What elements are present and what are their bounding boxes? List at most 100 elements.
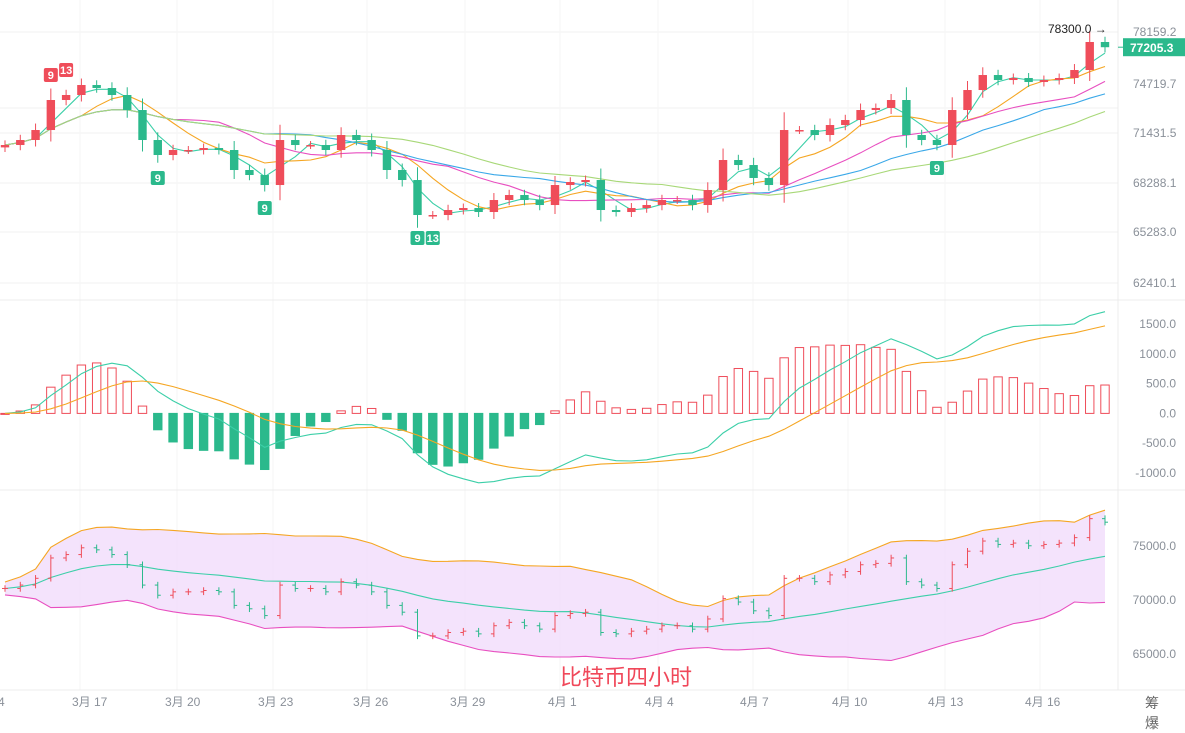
ohlc-bar	[552, 612, 558, 633]
candle-body	[31, 130, 40, 141]
candle	[1054, 73, 1064, 85]
candle	[810, 124, 819, 141]
macd-histogram-bar	[764, 377, 774, 414]
candle-body	[841, 120, 850, 126]
ohlc-bar	[536, 622, 543, 633]
ohlc-bar	[368, 581, 375, 596]
ohlc-bar	[490, 622, 497, 638]
candle-body	[566, 182, 575, 186]
ohlc-bar	[277, 581, 283, 619]
macd-histogram-bar	[641, 407, 652, 414]
ohlc-bar	[414, 608, 421, 640]
candle	[673, 196, 682, 204]
ohlc-bar	[185, 588, 192, 596]
ohlc-bar	[872, 560, 879, 568]
macd-histogram-bar	[855, 344, 866, 414]
date-tick-label: 4月 10	[832, 695, 868, 709]
macd-histogram-bar	[1039, 388, 1049, 414]
candle-body	[46, 100, 56, 131]
macd-tick-label: -500.0	[1142, 436, 1176, 450]
td-marker-label: 13	[427, 233, 439, 245]
macd-histogram-bar	[687, 401, 698, 414]
macd-histogram-bar	[794, 347, 805, 414]
candle-body	[382, 150, 392, 171]
macd-histogram-bar	[611, 407, 621, 414]
td-marker: 9	[257, 201, 272, 216]
candle	[1024, 73, 1033, 87]
chip-burst-buttons[interactable]: 筹 爆	[1145, 696, 1165, 732]
candle-body	[138, 110, 147, 141]
macd-tick-label: 0.0	[1159, 406, 1176, 420]
macd-histogram-bar	[1069, 395, 1080, 414]
candle-body	[749, 165, 758, 178]
candle	[566, 177, 575, 190]
td-marker-label: 9	[934, 163, 940, 175]
boll-tick-label: 75000.0	[1133, 539, 1177, 553]
candle	[459, 203, 468, 215]
candle-body	[611, 210, 621, 213]
macd-histogram-bar	[76, 364, 87, 414]
macd-dea-line	[4, 325, 1106, 471]
td-marker-badge	[257, 201, 272, 216]
macd-histogram-bar	[107, 367, 117, 414]
ohlc-bar	[108, 546, 115, 558]
macd-histogram-bar	[550, 410, 560, 414]
macd-histogram-bar	[626, 408, 637, 414]
macd-histogram-bar	[1054, 393, 1064, 414]
candle	[184, 146, 193, 154]
ohlc-bar	[1040, 541, 1047, 550]
candle-body	[92, 85, 101, 89]
candle-body	[795, 130, 804, 132]
candle	[352, 129, 361, 146]
candle-body	[902, 100, 911, 136]
ohlc-bar	[567, 610, 574, 619]
price-tick-label: 62410.1	[1133, 276, 1177, 290]
ohlc-bar	[735, 595, 742, 606]
ohlc-bar	[445, 629, 452, 640]
ohlc-bar	[215, 587, 222, 596]
last-price-label: 77205.3	[1130, 41, 1174, 55]
candle	[229, 141, 239, 179]
ohlc-bar	[750, 598, 757, 615]
price-tick-label: 65283.0	[1133, 225, 1177, 239]
candle-body	[504, 195, 514, 201]
boll-upper-line	[4, 509, 1106, 608]
macd-histogram-bar	[1100, 384, 1110, 414]
candle	[428, 211, 437, 219]
candle-body	[459, 208, 468, 211]
td-marker: 9	[150, 171, 165, 186]
date-tick-label: 3月 20	[165, 695, 201, 709]
ohlc-bar	[93, 544, 100, 554]
macd-histogram-bar	[321, 412, 331, 423]
candle-body	[917, 135, 926, 141]
ohlc-bar	[154, 581, 161, 599]
candle	[550, 176, 560, 215]
candle-body	[306, 145, 315, 147]
candle-body	[1009, 78, 1018, 81]
macd-histogram-bar	[810, 346, 820, 414]
ohlc-bar	[1102, 515, 1108, 526]
candle-body	[581, 180, 590, 183]
candle	[1070, 64, 1079, 84]
macd-tick-label: 500.0	[1146, 377, 1176, 391]
candle	[657, 194, 667, 211]
candle-body	[535, 200, 544, 206]
ohlc-bar	[246, 602, 253, 613]
btc-4h-chart[interactable]: 78159.2 74719.7 71431.5 68288.1 65283.0 62410…	[0, 0, 1185, 718]
ohlc-bar	[888, 554, 895, 567]
candle	[367, 133, 376, 157]
macd-histogram-bar	[458, 412, 469, 464]
ohlc-bar	[475, 627, 482, 638]
candle-body	[1039, 80, 1049, 83]
ohlc-bar	[704, 615, 711, 633]
macd-histogram-bar	[962, 390, 973, 414]
ohlc-bar	[292, 581, 299, 592]
ohlc-bar	[582, 608, 589, 617]
ohlc-bar	[139, 561, 146, 589]
candle	[963, 81, 972, 120]
macd-histogram-bar	[183, 412, 194, 450]
candle-body	[657, 200, 667, 206]
candle-body	[734, 160, 743, 166]
ohlc-bar	[261, 605, 268, 619]
macd-histogram-bar	[214, 412, 224, 452]
